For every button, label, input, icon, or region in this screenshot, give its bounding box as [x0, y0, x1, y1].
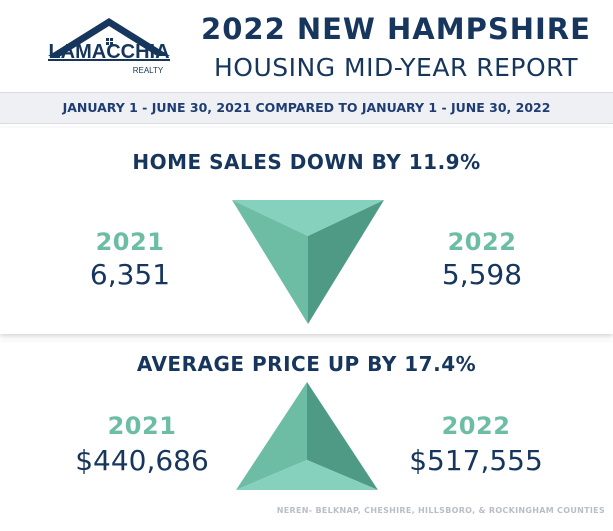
logo-wordmark: LAMACCHIA: [48, 41, 169, 63]
house-roof-icon: LAMACCHIA REALTY: [48, 18, 170, 75]
price-value-2022: $517,555: [409, 444, 543, 477]
price-value-2021: $440,686: [75, 444, 209, 477]
price-year-2021: 2021: [107, 412, 177, 440]
counties-footnote: NEREN- BELKNAP, CHESHIRE, HILLSBORO, & R…: [276, 506, 605, 515]
report-title: 2022 NEW HAMPSHIRE: [201, 12, 591, 46]
report-subtitle: HOUSING MID-YEAR REPORT: [213, 53, 578, 82]
sales-value-2021: 6,351: [89, 258, 171, 291]
average-price-panel: AVERAGE PRICE UP BY 17.4% 2021 $440,686 …: [0, 342, 613, 531]
home-sales-title: HOME SALES DOWN BY 11.9%: [132, 150, 481, 174]
sales-year-2021: 2021: [95, 228, 165, 256]
lamacchia-logo: LAMACCHIA REALTY: [44, 16, 174, 80]
up-triangle-icon: [236, 382, 378, 490]
report-header: LAMACCHIA REALTY 2022 NEW HAMPSHIRE HOUS…: [0, 0, 613, 92]
sales-year-2022: 2022: [447, 228, 517, 256]
home-sales-panel: HOME SALES DOWN BY 11.9% 2021 6,351 2022…: [0, 128, 613, 334]
logo-tagline: REALTY: [133, 66, 164, 75]
down-triangle-icon: [232, 200, 384, 324]
sales-value-2022: 5,598: [441, 258, 523, 291]
price-year-2022: 2022: [441, 412, 511, 440]
date-range-banner: JANUARY 1 - JUNE 30, 2021 COMPARED TO JA…: [0, 92, 613, 124]
average-price-title: AVERAGE PRICE UP BY 17.4%: [136, 352, 477, 376]
